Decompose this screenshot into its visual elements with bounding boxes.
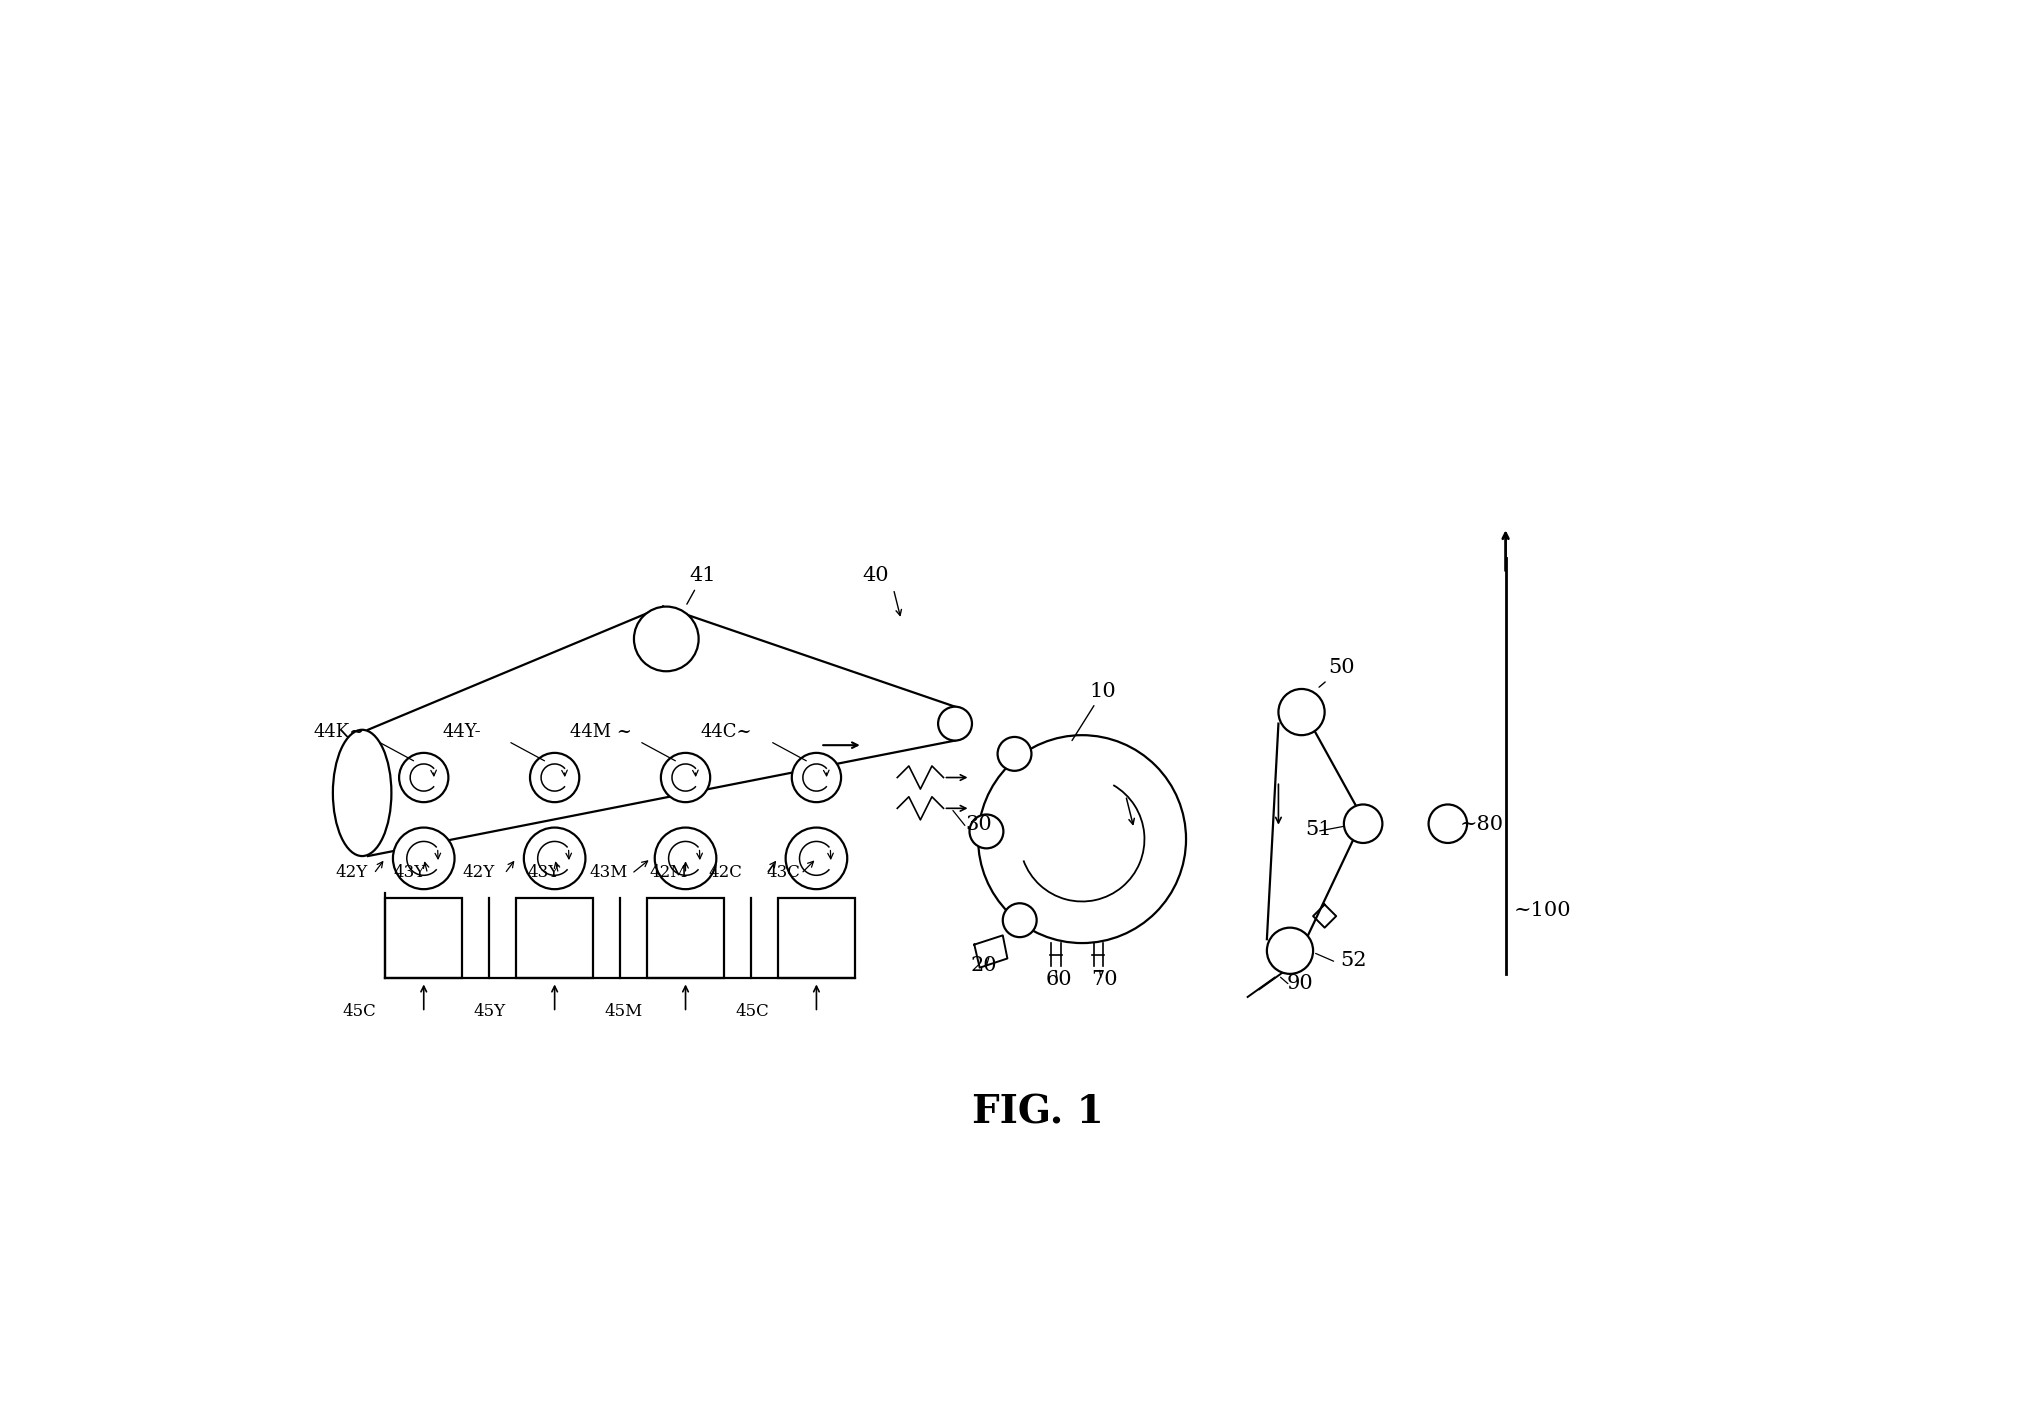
Text: 70: 70: [1091, 970, 1118, 989]
Text: 45M: 45M: [605, 1003, 644, 1020]
Text: 30: 30: [966, 815, 992, 834]
Text: 42Y: 42Y: [336, 864, 367, 881]
Ellipse shape: [332, 730, 391, 857]
Text: 51: 51: [1306, 820, 1332, 840]
Text: FIG. 1: FIG. 1: [972, 1093, 1104, 1131]
Text: 43M: 43M: [589, 864, 628, 881]
Text: ~80: ~80: [1460, 815, 1503, 834]
Text: 44K~: 44K~: [314, 723, 364, 741]
Text: 41: 41: [686, 566, 717, 605]
Text: 45C: 45C: [735, 1003, 770, 1020]
Bar: [516, 898, 593, 978]
Circle shape: [786, 828, 846, 889]
Bar: [648, 898, 725, 978]
Circle shape: [1002, 904, 1037, 938]
Text: 42Y: 42Y: [462, 864, 494, 881]
Circle shape: [634, 606, 699, 672]
Bar: [778, 898, 855, 978]
Text: 40: 40: [863, 566, 889, 585]
Circle shape: [399, 753, 448, 803]
Text: 10: 10: [1071, 682, 1116, 740]
Text: 43Y: 43Y: [529, 864, 561, 881]
Circle shape: [998, 737, 1031, 771]
Circle shape: [393, 828, 454, 889]
Text: 44C~: 44C~: [701, 723, 753, 741]
Circle shape: [1268, 928, 1312, 973]
Text: 44Y-: 44Y-: [443, 723, 482, 741]
Circle shape: [970, 814, 1004, 848]
Text: 45Y: 45Y: [474, 1003, 506, 1020]
Circle shape: [660, 753, 711, 803]
Text: 52: 52: [1341, 951, 1367, 970]
Text: 20: 20: [970, 956, 996, 975]
Circle shape: [792, 753, 840, 803]
Text: 45C: 45C: [342, 1003, 377, 1020]
Circle shape: [1278, 689, 1324, 736]
Text: 43C: 43C: [765, 864, 800, 881]
Text: 60: 60: [1045, 970, 1071, 989]
Text: 50: 50: [1318, 659, 1355, 687]
Circle shape: [978, 736, 1187, 943]
Circle shape: [654, 828, 717, 889]
Text: 42C: 42C: [709, 864, 743, 881]
Text: 42M: 42M: [650, 864, 688, 881]
Text: 43Y: 43Y: [393, 864, 425, 881]
Circle shape: [531, 753, 579, 803]
Circle shape: [1428, 804, 1466, 842]
Text: 44M ~: 44M ~: [571, 723, 632, 741]
Circle shape: [1345, 804, 1383, 842]
Text: 90: 90: [1286, 975, 1312, 993]
Circle shape: [938, 707, 972, 740]
Text: ~100: ~100: [1513, 901, 1571, 921]
Circle shape: [524, 828, 585, 889]
Bar: [385, 898, 462, 978]
